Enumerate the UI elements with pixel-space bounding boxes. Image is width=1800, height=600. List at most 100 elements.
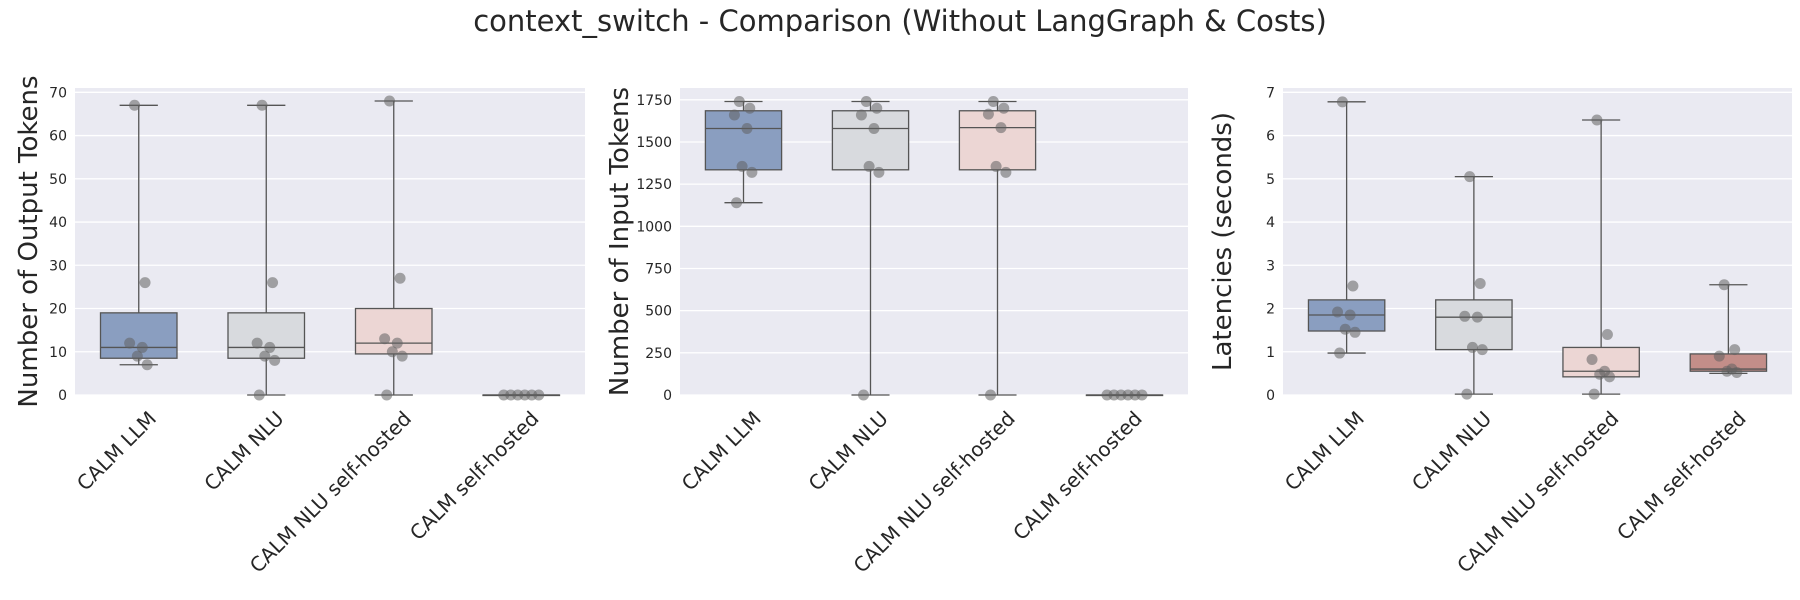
box-2 xyxy=(831,95,910,401)
subplot-1: 0 10 20 30 40 50 60 70 Number of Output Tokens CA… xyxy=(14,75,585,578)
data-point xyxy=(873,166,885,178)
data-point xyxy=(1594,368,1606,380)
data-point xyxy=(985,389,997,401)
x-tick-label: CALM LLM xyxy=(677,406,766,495)
box-1 xyxy=(1307,96,1386,359)
data-point xyxy=(858,389,870,401)
y-axis-label: Number of Input Tokens xyxy=(605,87,635,396)
data-point xyxy=(871,102,883,114)
data-point xyxy=(1591,114,1603,126)
iqr-box xyxy=(704,110,783,171)
y-tick-label: 60 xyxy=(49,129,67,145)
y-axis-label: Latencies (seconds) xyxy=(1208,112,1238,371)
y-tick-label: 1 xyxy=(1266,345,1275,361)
x-tick-label: CALM NLU xyxy=(199,406,288,495)
data-point xyxy=(269,354,281,366)
data-point xyxy=(982,108,994,120)
data-point xyxy=(1336,96,1348,108)
y-tick-label: 750 xyxy=(645,261,672,277)
data-point xyxy=(1729,344,1741,356)
data-point xyxy=(741,122,753,134)
data-point xyxy=(1464,171,1476,183)
data-point xyxy=(1461,388,1473,400)
y-tick-label: 30 xyxy=(49,258,67,274)
x-tick-label: CALM LLM xyxy=(72,406,161,495)
data-point xyxy=(1334,347,1346,359)
data-point xyxy=(253,389,265,401)
data-point xyxy=(386,346,398,358)
data-point xyxy=(1466,341,1478,353)
data-point xyxy=(1601,328,1613,340)
data-point xyxy=(136,341,148,353)
data-point xyxy=(1471,311,1483,323)
data-point xyxy=(141,359,153,371)
data-point xyxy=(259,350,271,362)
x-tick-label: CALM self-hosted xyxy=(1612,406,1751,545)
y-tick-label: 0 xyxy=(1266,388,1275,404)
data-point xyxy=(855,109,867,121)
data-point xyxy=(381,389,393,401)
data-point xyxy=(256,99,268,111)
y-tick-label: 2 xyxy=(1266,302,1275,318)
data-point xyxy=(733,95,745,107)
box-4 xyxy=(1085,389,1164,401)
data-point xyxy=(267,277,279,289)
data-point xyxy=(868,122,880,134)
data-point xyxy=(998,102,1010,114)
box-2 xyxy=(1435,171,1513,400)
x-tick-label: CALM NLU xyxy=(1407,406,1496,495)
box-3 xyxy=(1562,114,1640,400)
data-point xyxy=(1718,279,1730,291)
y-tick-label: 40 xyxy=(49,215,67,231)
data-point xyxy=(1586,354,1598,366)
data-point xyxy=(396,350,408,362)
x-tick-label: CALM self-hosted xyxy=(1008,406,1147,545)
y-tick-label: 0 xyxy=(58,388,67,404)
data-point xyxy=(1332,306,1344,318)
box-4 xyxy=(1689,279,1768,379)
y-tick-label: 6 xyxy=(1266,129,1275,145)
data-point xyxy=(1731,367,1743,379)
y-tick-label: 1750 xyxy=(636,93,672,109)
x-tick-label: CALM NLU xyxy=(804,406,893,495)
box-1 xyxy=(99,99,178,371)
data-point xyxy=(1459,310,1471,322)
iqr-box xyxy=(1435,299,1513,351)
y-tick-label: 1000 xyxy=(636,219,672,235)
data-point xyxy=(124,337,136,349)
x-tick-label: CALM LLM xyxy=(1280,406,1369,495)
data-point xyxy=(1136,389,1148,401)
y-tick-label: 5 xyxy=(1266,172,1275,188)
x-tick-label: CALM self-hosted xyxy=(405,406,544,545)
data-point xyxy=(990,160,1002,172)
data-point xyxy=(1347,280,1359,292)
y-tick-label: 20 xyxy=(49,302,67,318)
figure-title: context_switch - Comparison (Without Lan… xyxy=(473,4,1327,38)
data-point xyxy=(1349,326,1361,338)
data-point xyxy=(131,350,143,362)
box-3 xyxy=(958,95,1037,401)
box-4 xyxy=(482,389,561,401)
data-point xyxy=(728,109,740,121)
data-point xyxy=(1588,388,1600,400)
data-point xyxy=(863,160,875,172)
data-point xyxy=(1604,371,1616,383)
data-point xyxy=(394,272,406,284)
box-3 xyxy=(354,95,433,401)
box-2 xyxy=(227,99,306,401)
y-tick-label: 500 xyxy=(645,304,672,320)
data-point xyxy=(533,389,545,401)
data-point xyxy=(379,333,391,345)
y-tick-label: 0 xyxy=(663,388,672,404)
y-tick-label: 3 xyxy=(1266,258,1275,274)
y-tick-label: 50 xyxy=(49,172,67,188)
y-tick-label: 1500 xyxy=(636,135,672,151)
y-tick-label: 70 xyxy=(49,85,67,101)
iqr-box xyxy=(958,110,1037,171)
y-tick-label: 4 xyxy=(1266,215,1275,231)
data-point xyxy=(1476,344,1488,356)
data-point xyxy=(860,95,872,107)
data-point xyxy=(731,197,743,209)
data-point xyxy=(384,95,396,107)
